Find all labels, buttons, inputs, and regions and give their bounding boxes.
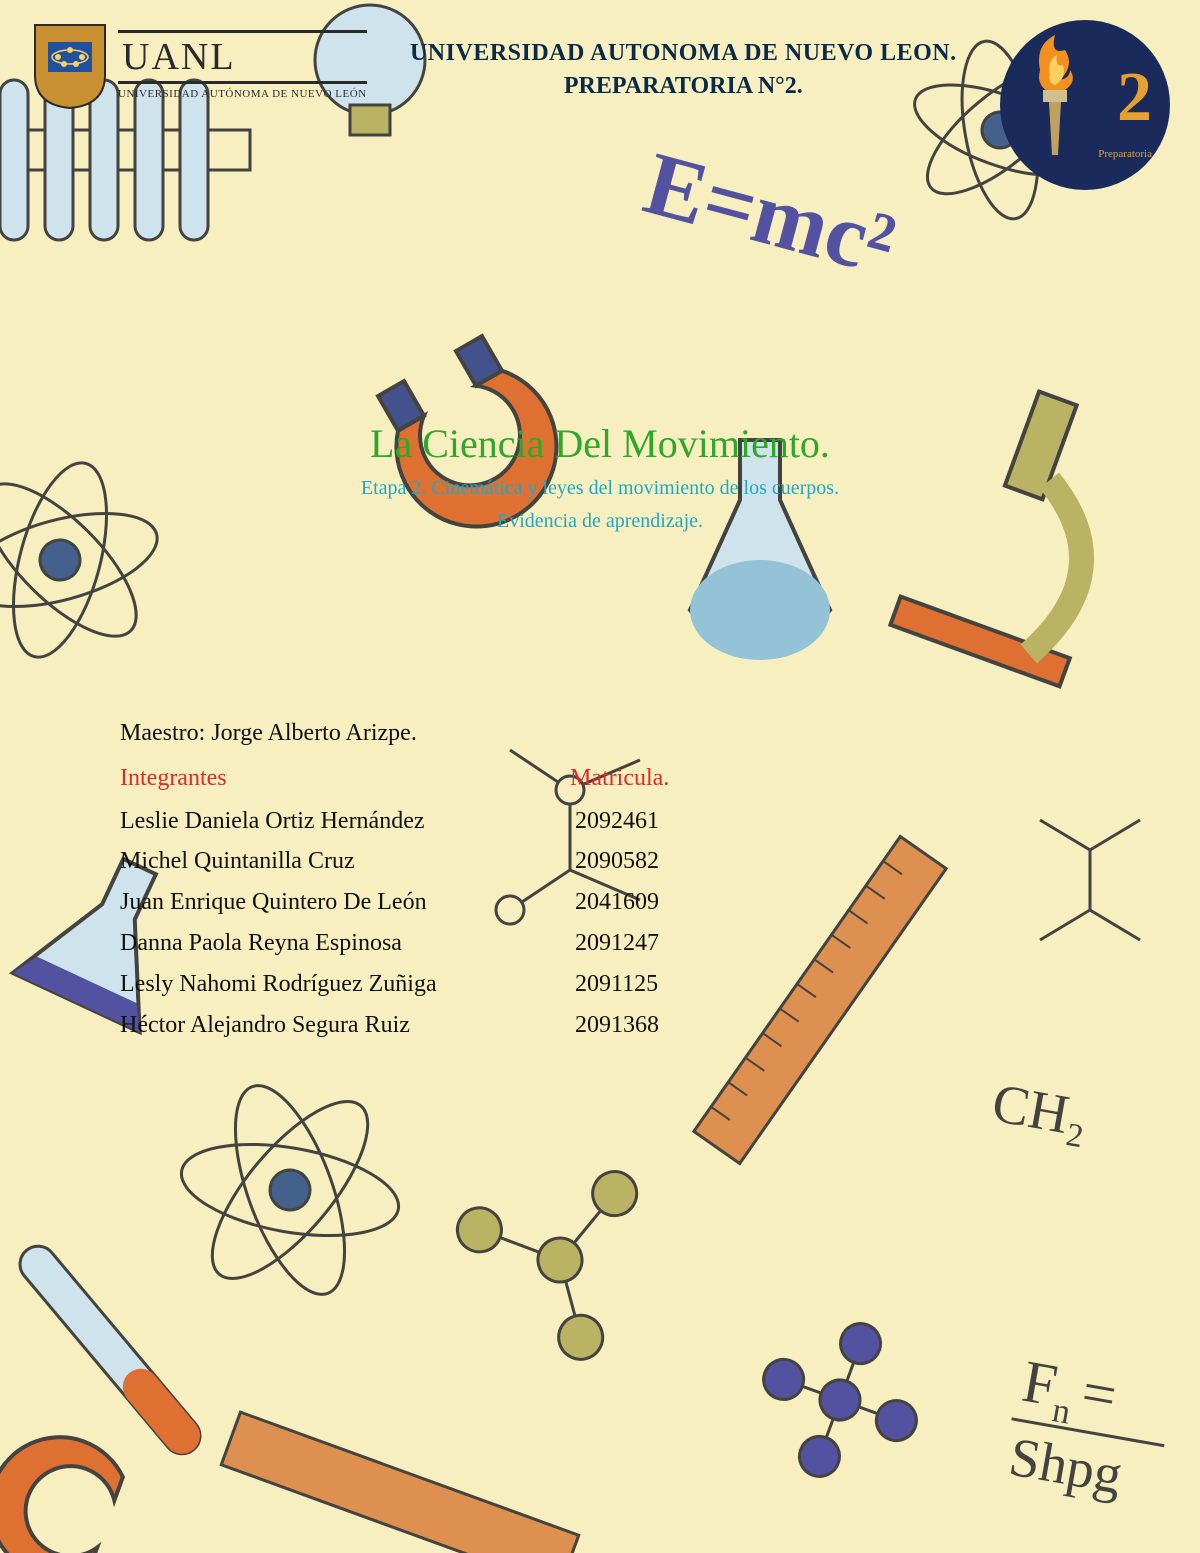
student-name: Michel Quintanilla Cruz bbox=[120, 841, 575, 882]
prepa-logo-block: 2 Preparatoria bbox=[1000, 20, 1170, 190]
student-name: Héctor Alejandro Segura Ruiz bbox=[120, 1005, 575, 1046]
teacher-line: Maestro: Jorge Alberto Arizpe. bbox=[120, 713, 1200, 754]
torch-icon bbox=[1015, 30, 1095, 160]
uanl-text-block: UANL UNIVERSIDAD AUTÓNOMA DE NUEVO LEÓN bbox=[118, 30, 367, 100]
teacher-label: Maestro: bbox=[120, 720, 205, 746]
student-id: 2090582 bbox=[575, 841, 659, 882]
student-name: Danna Paola Reyna Espinosa bbox=[120, 923, 575, 964]
prepa-badge-icon: 2 Preparatoria bbox=[1000, 20, 1170, 190]
page-header: UANL UNIVERSIDAD AUTÓNOMA DE NUEVO LEÓN … bbox=[0, 0, 1200, 190]
prepa-label: Preparatoria bbox=[1098, 148, 1152, 160]
student-name: Lesly Nahomi Rodríguez Zuñiga bbox=[120, 964, 575, 1005]
student-row: Juan Enrique Quintero De León 2041609 bbox=[120, 882, 1200, 923]
student-id: 2041609 bbox=[575, 882, 659, 923]
teacher-name: Jorge Alberto Arizpe. bbox=[211, 720, 417, 746]
subtitle-2: Evidencia de aprendizaje. bbox=[0, 510, 1200, 533]
student-name: Juan Enrique Quintero De León bbox=[120, 882, 575, 923]
student-id: 2091368 bbox=[575, 1005, 659, 1046]
uanl-full-name: UNIVERSIDAD AUTÓNOMA DE NUEVO LEÓN bbox=[118, 88, 367, 100]
header-titles: UNIVERSIDAD AUTONOMA DE NUEVO LEON. PREP… bbox=[367, 20, 1000, 100]
student-row: Leslie Daniela Ortiz Hernández 2092461 bbox=[120, 801, 1200, 842]
integrantes-label: Integrantes bbox=[120, 758, 570, 799]
uanl-logo-block: UANL UNIVERSIDAD AUTÓNOMA DE NUEVO LEÓN bbox=[30, 20, 367, 110]
student-id: 2091247 bbox=[575, 923, 659, 964]
student-id: 2092461 bbox=[575, 801, 659, 842]
uanl-crest-icon bbox=[30, 20, 110, 110]
student-id: 2091125 bbox=[575, 964, 658, 1005]
subtitle-1: Etapa 2. Cinemática y leyes del movimien… bbox=[0, 477, 1200, 500]
student-row: Héctor Alejandro Segura Ruiz 2091368 bbox=[120, 1005, 1200, 1046]
main-title: La Ciencia Del Movimiento. bbox=[0, 420, 1200, 467]
student-row: Danna Paola Reyna Espinosa 2091247 bbox=[120, 923, 1200, 964]
uanl-abbr: UANL bbox=[118, 30, 367, 84]
matricula-label: Matricula. bbox=[570, 758, 669, 799]
info-block: Maestro: Jorge Alberto Arizpe. Integrant… bbox=[120, 713, 1200, 1045]
students-header: Integrantes Matricula. bbox=[120, 758, 1200, 799]
title-block: La Ciencia Del Movimiento. Etapa 2. Cine… bbox=[0, 420, 1200, 533]
student-row: Michel Quintanilla Cruz 2090582 bbox=[120, 841, 1200, 882]
student-row: Lesly Nahomi Rodríguez Zuñiga 2091125 bbox=[120, 964, 1200, 1005]
university-name: UNIVERSIDAD AUTONOMA DE NUEVO LEON. bbox=[367, 40, 1000, 67]
school-name: PREPARATORIA N°2. bbox=[367, 73, 1000, 100]
prepa-number: 2 bbox=[1117, 58, 1152, 138]
student-name: Leslie Daniela Ortiz Hernández bbox=[120, 801, 575, 842]
